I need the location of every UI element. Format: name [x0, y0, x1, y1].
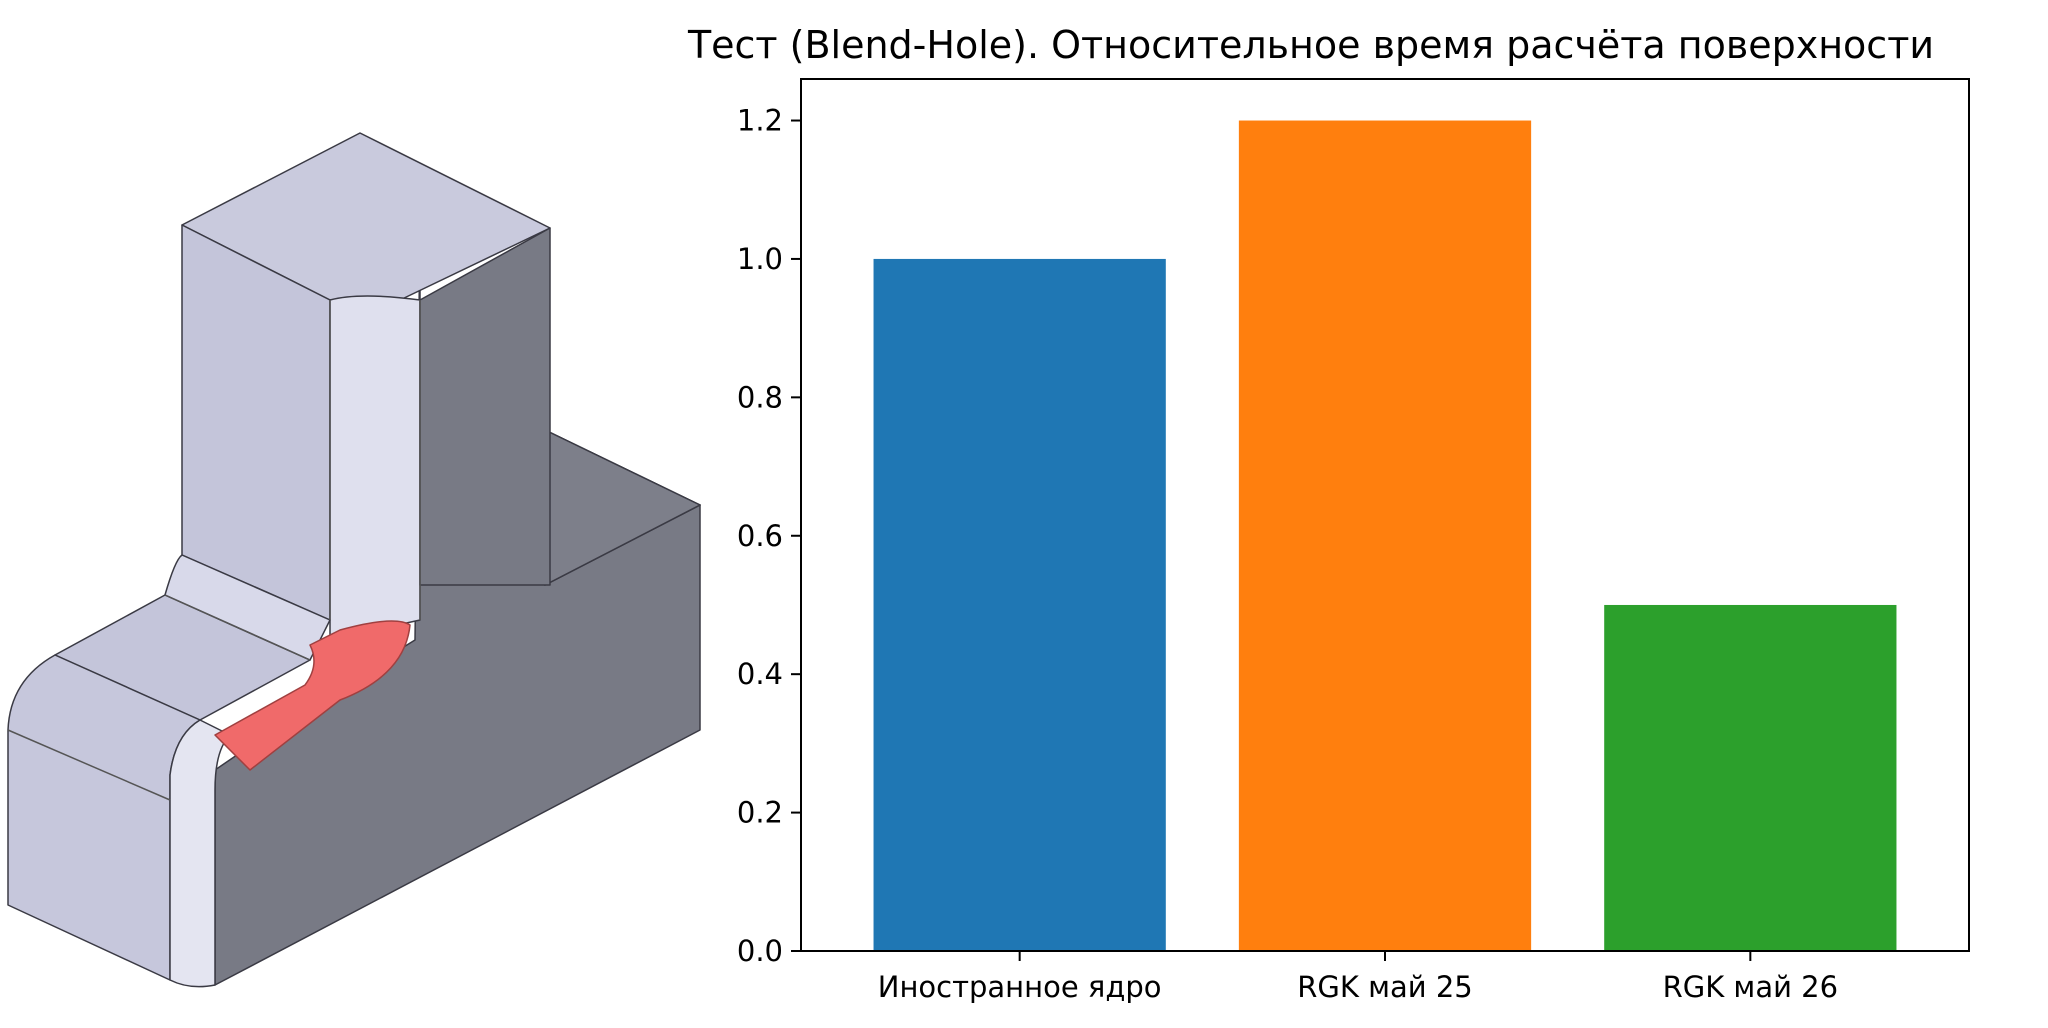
y-tick-label-0: 0.0 — [737, 934, 783, 968]
y-axis: 0.0 0.2 0.4 0.6 0.8 1.0 1.2 — [737, 104, 801, 968]
y-tick-label-1: 0.2 — [737, 796, 783, 830]
y-tick-label-3: 0.6 — [737, 519, 783, 553]
plot-frame — [800, 78, 1970, 952]
y-tick-label-4: 0.8 — [737, 380, 783, 414]
cad-model-illustration — [7, 132, 701, 988]
x-tick-label-0: Иностранное ядро — [878, 970, 1162, 1004]
y-tick-label-5: 1.0 — [737, 242, 783, 276]
bar-2 — [1604, 604, 1897, 951]
chart-title: Тест (Blend-Hole). Относительное время р… — [687, 23, 1934, 67]
bar-0 — [873, 258, 1166, 951]
model-front-corner-fillet — [169, 719, 231, 988]
model-highlighted-blend — [214, 620, 411, 771]
y-tick-label-6: 1.2 — [737, 104, 783, 138]
x-tick-label-2: RGK май 26 — [1663, 970, 1838, 1004]
x-axis: Иностранное ядро RGK май 25 RGK май 26 — [878, 951, 1838, 1004]
model-step-fillet — [164, 554, 331, 661]
x-tick-label-1: RGK май 25 — [1297, 970, 1472, 1004]
y-tick-label-2: 0.4 — [737, 657, 783, 691]
bars-group — [873, 120, 1897, 952]
bar-1 — [1238, 120, 1532, 952]
